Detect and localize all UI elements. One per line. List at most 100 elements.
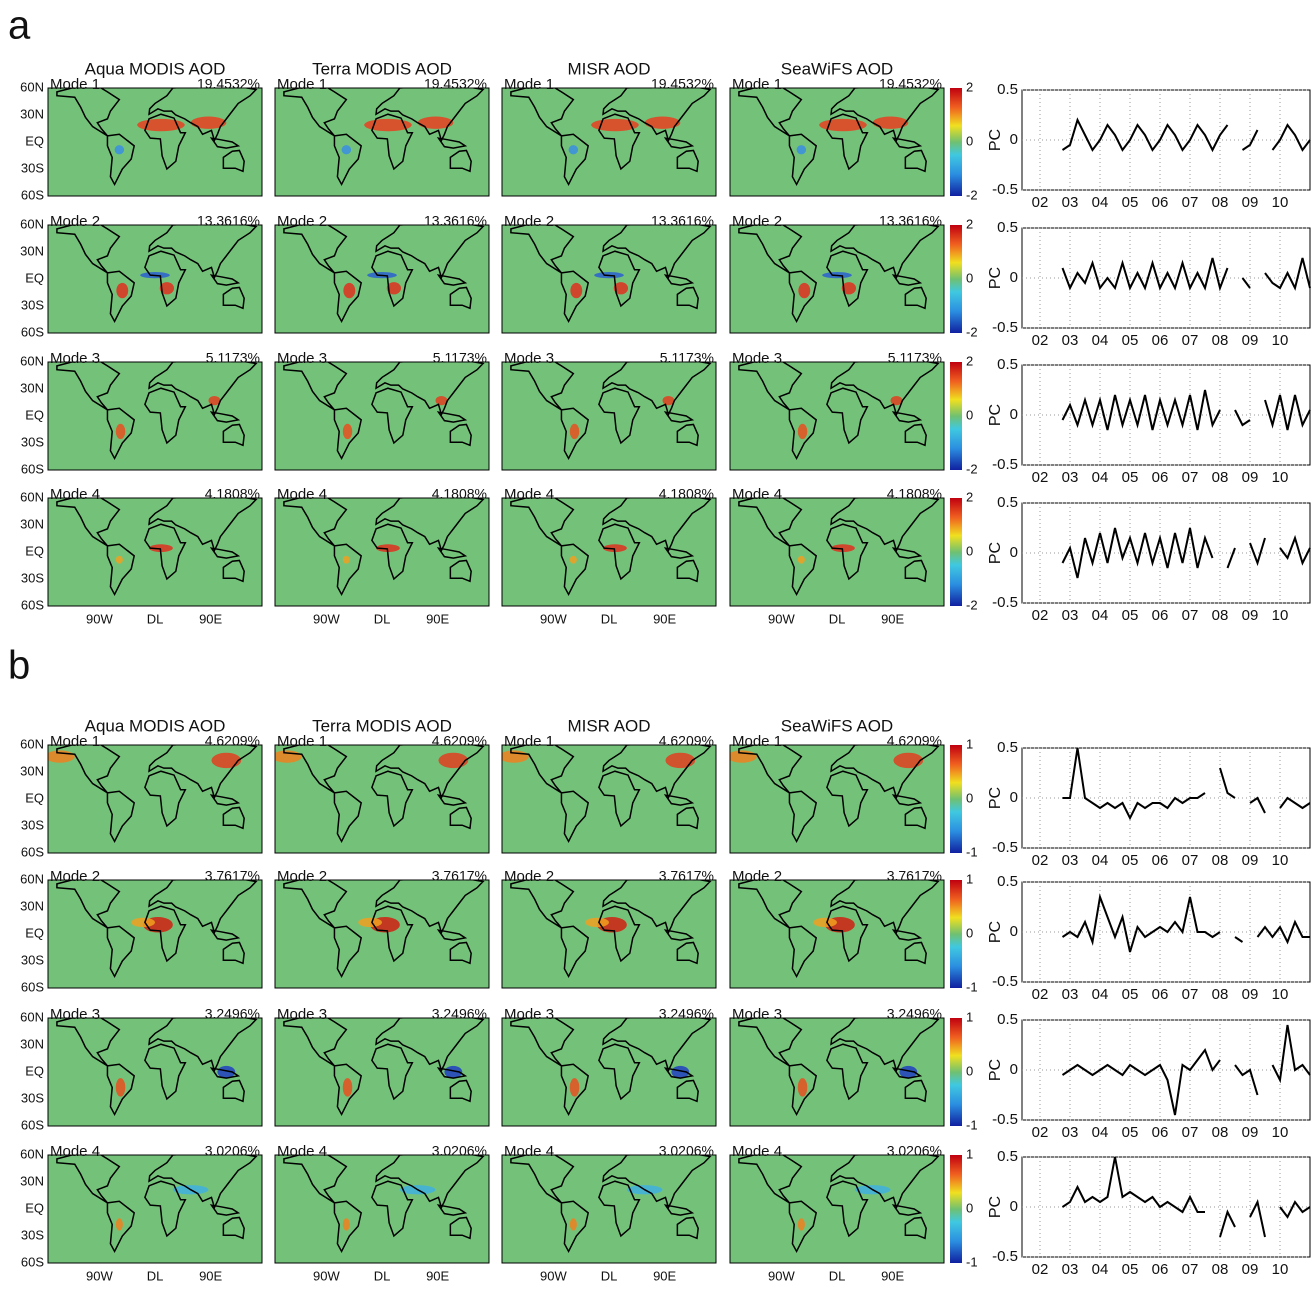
x-tick-label: 07 [1182,1261,1199,1278]
lon-label: 90E [199,611,222,626]
x-tick-label: 09 [1242,1124,1259,1141]
x-tick-label: 04 [1092,852,1109,869]
x-tick-label: 07 [1182,332,1199,349]
lon-label: 90W [313,1268,340,1283]
map [275,84,489,196]
map-anomaly [116,424,126,439]
x-tick-label: 07 [1182,194,1199,211]
lat-label: 30S [21,1227,44,1242]
lat-label: 30N [20,763,44,778]
colorbar-tick-label: -1 [966,844,978,859]
y-tick-label: 0 [1010,406,1018,423]
lat-label: 30N [20,106,44,121]
map-anomaly [570,556,577,564]
mode-label: Mode 1 [50,733,100,750]
x-tick-label: 10 [1272,1261,1289,1278]
mode-label: Mode 1 [277,733,327,750]
panel-label: b [8,644,30,688]
mode-label: Mode 4 [732,486,782,503]
lat-label: EQ [25,407,44,422]
x-tick-label: 08 [1212,332,1229,349]
lat-label: 60N [20,1009,44,1024]
mode-label: Mode 2 [50,868,100,885]
x-tick-label: 05 [1122,852,1139,869]
mode-label: Mode 3 [504,350,554,367]
map-title: SeaWiFS AOD [781,59,893,78]
mode-label: Mode 4 [277,486,327,503]
x-tick-label: 06 [1152,194,1169,211]
y-tick-label: 0 [1010,1061,1018,1078]
x-tick-label: 06 [1152,607,1169,624]
x-tick-label: 07 [1182,469,1199,486]
mode-variance: 3.2496% [205,1006,260,1022]
map-anomaly [116,1078,126,1097]
lat-label: 30S [21,817,44,832]
colorbar-tick-label: 0 [966,790,973,805]
x-tick-label: 08 [1212,194,1229,211]
map-title: SeaWiFS AOD [781,716,893,735]
mode-label: Mode 2 [50,213,100,230]
mode-variance: 19.4532% [424,76,487,92]
mode-label: Mode 1 [504,76,554,93]
colorbar-tick-label: 0 [966,270,973,285]
lat-label: 60N [20,871,44,886]
x-tick-label: 06 [1152,852,1169,869]
mode-label: Mode 2 [277,868,327,885]
x-tick-label: 10 [1272,332,1289,349]
map-anomaly [797,145,807,154]
lat-label: 30S [21,297,44,312]
map [48,358,262,470]
lon-label: 90E [881,611,904,626]
lat-label: 60N [20,353,44,368]
y-tick-label: 0.5 [997,1011,1018,1028]
x-tick-label: 05 [1122,607,1139,624]
colorbar-tick-label: 0 [966,543,973,558]
y-tick-label: -0.5 [992,839,1018,856]
map [275,221,489,333]
lat-label: 30S [21,160,44,175]
x-tick-label: 08 [1212,986,1229,1003]
mode-variance: 19.4532% [651,76,714,92]
lat-label: 60S [21,844,44,859]
x-tick-label: 03 [1062,1261,1079,1278]
x-tick-label: 09 [1242,986,1259,1003]
mode-variance: 5.1173% [660,350,714,366]
y-tick-label: -0.5 [992,319,1018,336]
lon-label: 90W [540,611,567,626]
x-tick-label: 05 [1122,986,1139,1003]
y-axis-label: PC [987,1196,1004,1218]
colorbar-tick-label: 2 [966,489,973,504]
y-tick-label: -0.5 [992,594,1018,611]
x-tick-label: 02 [1032,469,1049,486]
mode-variance: 3.7617% [887,868,942,884]
mode-variance: 3.2496% [887,1006,942,1022]
y-tick-label: 0 [1010,923,1018,940]
x-tick-label: 05 [1122,194,1139,211]
lat-label: EQ [25,270,44,285]
x-tick-label: 03 [1062,194,1079,211]
colorbar [950,362,962,470]
mode-variance: 13.3616% [197,213,260,229]
map [48,876,262,988]
lon-label: 90E [881,1268,904,1283]
lon-label: DL [829,1268,846,1283]
lon-label: DL [601,1268,618,1283]
colorbar-tick-label: -2 [966,324,978,339]
y-tick-label: -0.5 [992,1248,1018,1265]
map [275,1151,489,1263]
mode-variance: 3.0206% [432,1143,487,1159]
x-tick-label: 02 [1032,1261,1049,1278]
x-tick-label: 04 [1092,1124,1109,1141]
lon-label: 90W [768,611,795,626]
lon-label: 90E [199,1268,222,1283]
lon-label: 90W [768,1268,795,1283]
x-tick-label: 09 [1242,469,1259,486]
mode-variance: 3.7617% [659,868,714,884]
map [502,494,716,606]
map [45,741,262,853]
x-tick-label: 10 [1272,852,1289,869]
map [272,741,489,853]
y-tick-label: 0.5 [997,873,1018,890]
map-title: MISR AOD [567,59,650,78]
mode-variance: 4.6209% [432,733,487,749]
